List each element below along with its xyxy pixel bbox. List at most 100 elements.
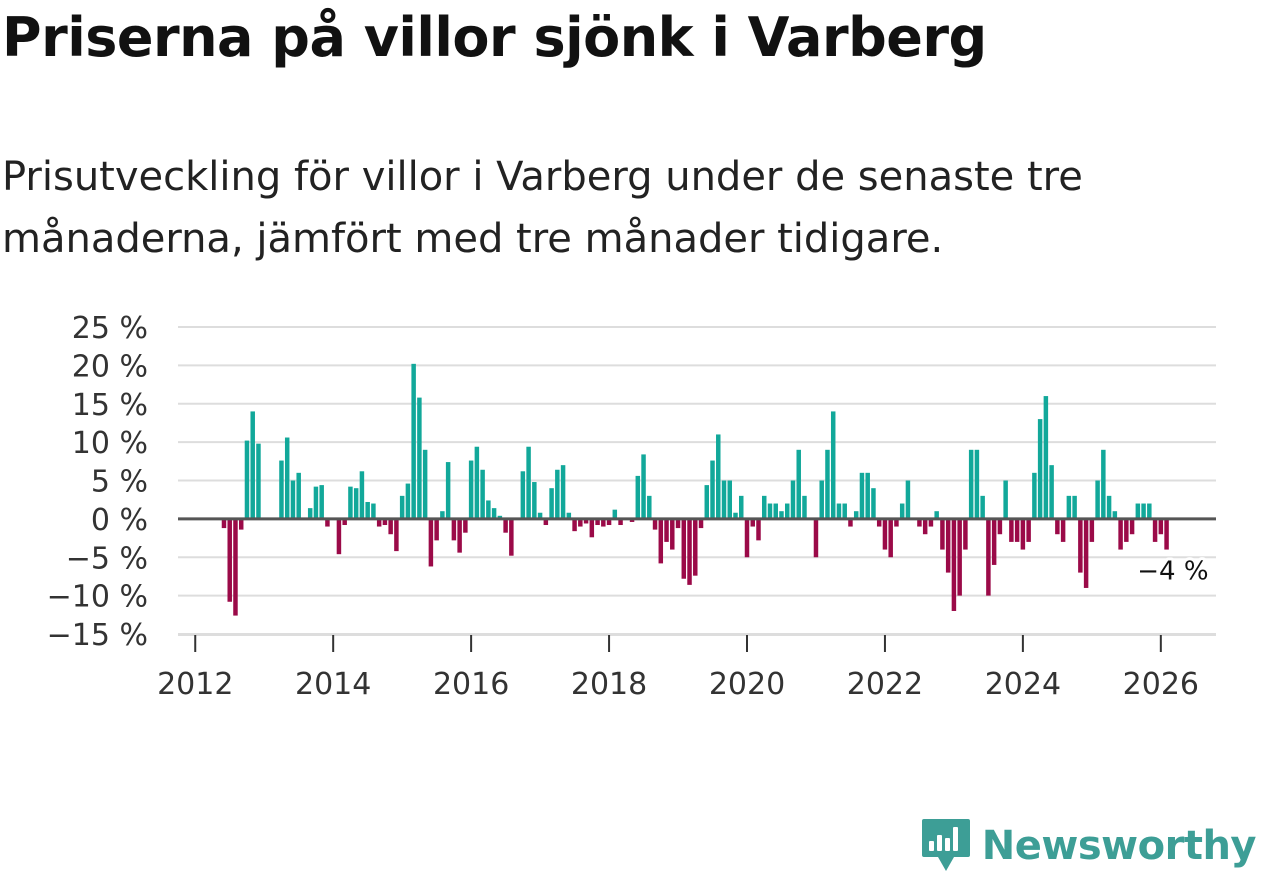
y-tick-label: 5 % [91, 465, 148, 500]
bar-negative [1083, 518, 1089, 588]
bar-positive [934, 511, 939, 519]
bar-negative [583, 518, 589, 524]
x-tick-label: 2024 [985, 667, 1061, 700]
chart-title: Priserna på villor sjönk i Varberg [2, 6, 987, 69]
bar-negative [336, 518, 342, 555]
bar-positive [825, 449, 830, 519]
bar-negative [503, 518, 508, 533]
bar-negative [1152, 518, 1158, 542]
bar-positive [1101, 449, 1106, 519]
bar-negative [750, 518, 755, 527]
newsworthy-chart-icon [921, 819, 970, 871]
y-tick-label: 20 % [72, 349, 148, 384]
bar-negative [238, 518, 244, 530]
bar-positive [980, 495, 985, 519]
bar-negative [325, 518, 330, 527]
bar-negative [221, 518, 227, 529]
bar-positive [1032, 472, 1037, 519]
bar-positive [716, 434, 721, 519]
bar-negative [991, 518, 997, 565]
bar-positive [1037, 419, 1043, 519]
bar-negative [342, 518, 347, 526]
bar-negative [1014, 518, 1020, 542]
bar-positive [486, 500, 491, 519]
bar-positive [422, 449, 428, 519]
bar-positive [526, 446, 531, 519]
bar-negative [986, 518, 991, 596]
x-tick-label: 2020 [709, 667, 785, 700]
bar-negative [997, 518, 1003, 535]
bar-positive [560, 465, 566, 519]
bar-negative [1009, 518, 1014, 542]
x-tick-label: 2018 [571, 667, 647, 700]
bar-positive [1147, 503, 1152, 519]
bar-positive [905, 480, 911, 519]
bar-negative [434, 518, 439, 541]
bar-positive [865, 472, 870, 519]
bar-negative [1089, 518, 1095, 542]
bar-positive [1112, 511, 1118, 519]
x-tick-label: 2022 [847, 667, 923, 700]
chart-subtitle: Prisutveckling för villor i Varberg unde… [2, 154, 1083, 262]
bar-positive [279, 460, 284, 519]
bar-negative [882, 518, 888, 550]
bar-positive [348, 486, 353, 519]
bar-positive [532, 482, 537, 519]
bar-positive [555, 469, 560, 519]
bar-positive [641, 454, 646, 519]
bar-negative [876, 518, 882, 527]
bar-positive [1072, 495, 1077, 519]
x-axis-labels: 2012 2014 2016 2018 2020 2022 2024 2026 [157, 667, 1199, 700]
bar-negative [744, 518, 750, 558]
bar-negative [675, 518, 681, 529]
bar-negative [606, 518, 612, 526]
bar-positive [733, 512, 738, 519]
bar-positive [417, 397, 422, 519]
bar-negative [1124, 518, 1129, 542]
newsworthy-logo: Newsworthy [920, 817, 1257, 875]
bars [221, 363, 1169, 616]
y-tick-label: 25 % [72, 311, 148, 346]
bar-positive [767, 503, 773, 519]
bar-positive [468, 460, 474, 519]
bar-positive [411, 363, 416, 519]
bar-negative [928, 518, 934, 527]
bar-positive [1066, 495, 1072, 519]
bar-negative [1118, 518, 1123, 550]
bar-negative [951, 518, 957, 611]
bar-positive [859, 472, 865, 519]
bar-positive [974, 449, 980, 519]
bar-positive [445, 462, 451, 519]
bar-positive [968, 449, 974, 519]
y-tick-label: 0 % [91, 503, 148, 538]
bar-negative [658, 518, 664, 564]
bar-positive [290, 480, 296, 519]
bar-positive [399, 495, 405, 519]
bar-negative [1060, 518, 1066, 542]
bar-positive [307, 508, 313, 519]
bar-negative [756, 518, 761, 541]
bar-negative [1078, 518, 1083, 573]
bar-positive [830, 411, 836, 519]
bar-negative [463, 518, 468, 533]
bar-negative [917, 518, 922, 527]
bar-positive [250, 411, 255, 519]
bar-negative [457, 518, 462, 553]
bar-positive [359, 471, 365, 519]
bar-positive [721, 480, 727, 519]
bar-positive [710, 460, 715, 519]
bar-positive [842, 503, 847, 519]
bar-positive [727, 480, 733, 519]
bar-negative [572, 518, 577, 532]
bar-negative [388, 518, 393, 535]
bar-positive [1003, 480, 1008, 519]
bar-positive [1141, 503, 1146, 519]
y-tick-label: 15 % [72, 388, 148, 423]
bar-positive [647, 495, 652, 519]
bar-positive [440, 511, 445, 519]
x-tick-label: 2012 [157, 667, 233, 700]
bar-positive [405, 483, 411, 519]
bar-positive [612, 509, 618, 519]
bar-negative [629, 518, 635, 522]
bar-positive [1043, 396, 1049, 519]
